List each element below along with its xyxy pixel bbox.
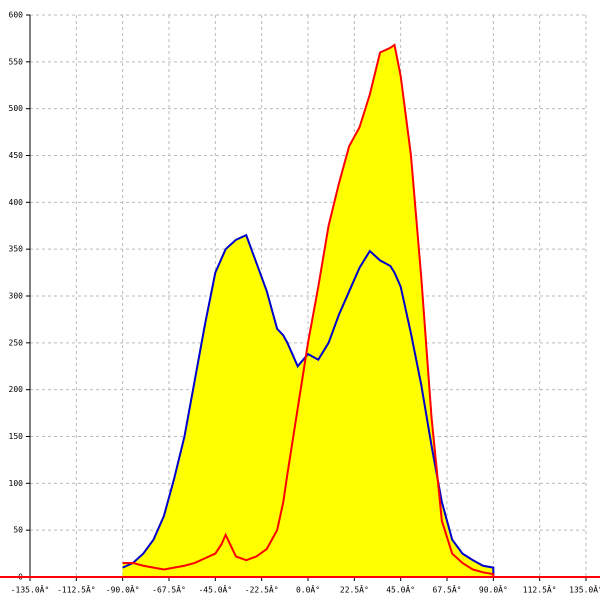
x-tick-label: 22.5Â° bbox=[340, 584, 369, 595]
y-tick-label: 100 bbox=[9, 479, 24, 488]
y-tick-label: 150 bbox=[9, 432, 24, 441]
x-tick-label: 0.0Â° bbox=[296, 584, 320, 595]
y-tick-label: 550 bbox=[9, 57, 24, 66]
x-tick-label: 135.0Â° bbox=[569, 584, 600, 595]
x-tick-label: -22.5Â° bbox=[245, 584, 279, 595]
series-line bbox=[122, 43, 495, 577]
x-tick-label: -112.5Â° bbox=[57, 584, 96, 595]
y-tick-label: 350 bbox=[9, 245, 24, 254]
y-tick-label: 450 bbox=[9, 151, 24, 160]
y-tick-label: 600 bbox=[9, 11, 24, 20]
area-fill bbox=[122, 44, 494, 578]
x-tick-label: -45.0Â° bbox=[198, 584, 232, 595]
y-tick-label: 400 bbox=[9, 198, 24, 207]
x-tick-label: -135.0Â° bbox=[11, 584, 50, 595]
series-line bbox=[122, 233, 495, 577]
y-tick-label: 300 bbox=[9, 292, 24, 301]
x-tick-label: -90.0Â° bbox=[106, 584, 140, 595]
y-tick-label: 250 bbox=[9, 338, 24, 347]
y-tick-label: 500 bbox=[9, 104, 24, 113]
y-tick-label: 50 bbox=[13, 526, 23, 535]
x-tick-label: 112.5Â° bbox=[523, 584, 557, 595]
x-tick-label: 45.0Â° bbox=[386, 584, 415, 595]
x-tick-label: 90.0Â° bbox=[479, 584, 508, 595]
y-tick-label: 200 bbox=[9, 385, 24, 394]
x-tick-label: -67.5Â° bbox=[152, 584, 186, 595]
x-tick-label: 67.5Â° bbox=[433, 584, 462, 595]
